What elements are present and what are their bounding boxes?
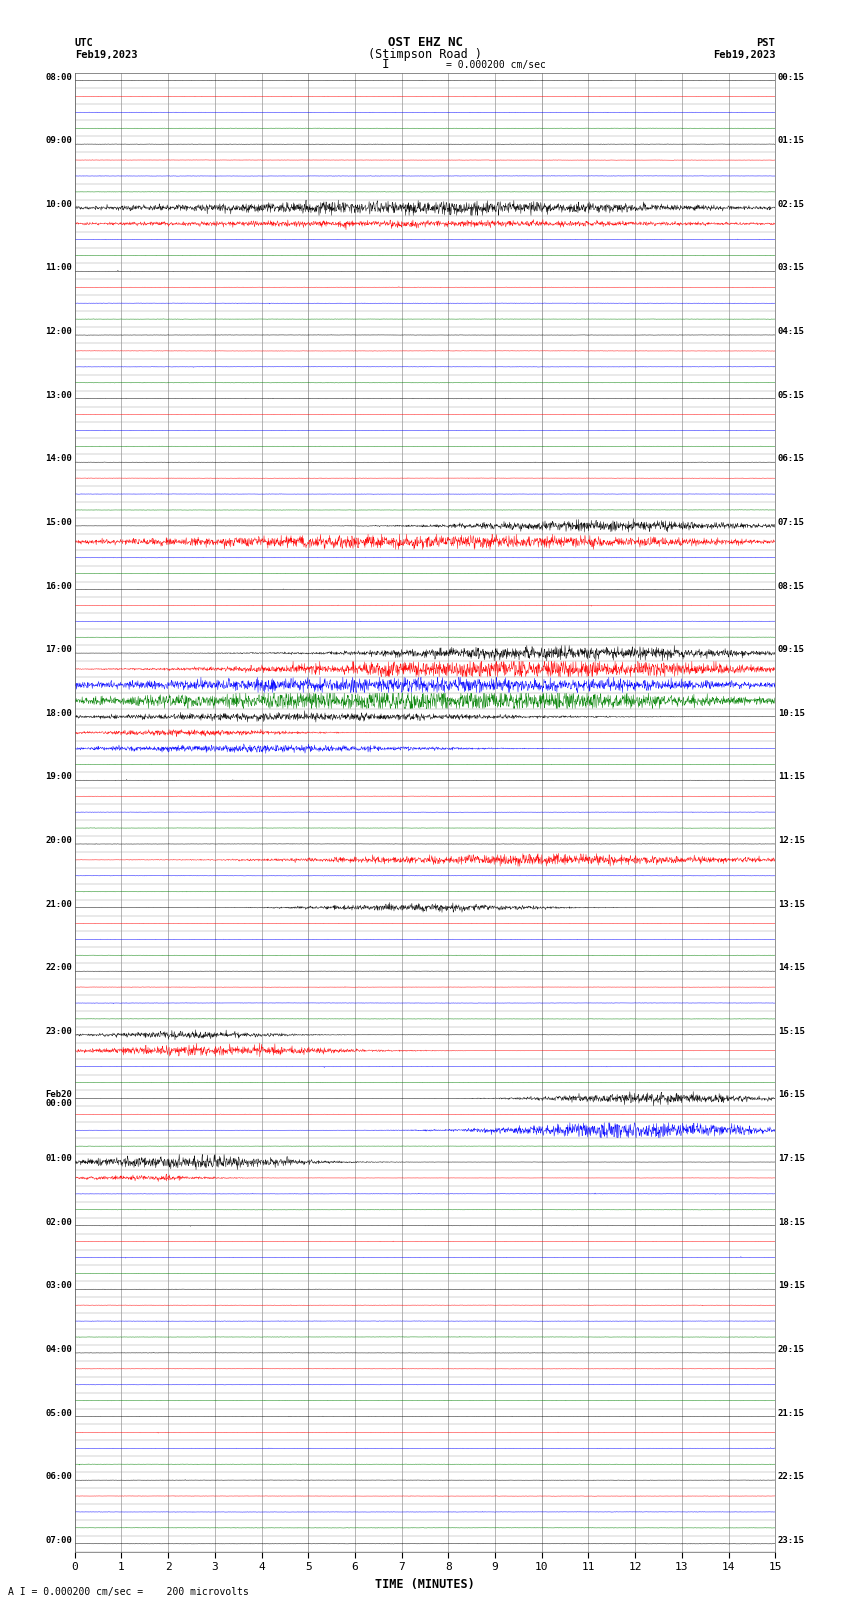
Text: 06:00: 06:00 [45,1473,72,1481]
Text: 05:00: 05:00 [45,1408,72,1418]
Text: 09:15: 09:15 [778,645,805,655]
Text: 08:15: 08:15 [778,582,805,590]
Text: 06:15: 06:15 [778,455,805,463]
Text: PST: PST [756,37,775,48]
Text: 22:00: 22:00 [45,963,72,973]
Text: 13:00: 13:00 [45,390,72,400]
Text: Feb19,2023: Feb19,2023 [75,50,138,60]
Text: 04:00: 04:00 [45,1345,72,1353]
Text: 21:00: 21:00 [45,900,72,908]
Text: 07:15: 07:15 [778,518,805,527]
Text: = 0.000200 cm/sec: = 0.000200 cm/sec [446,60,546,69]
Text: 17:15: 17:15 [778,1153,805,1163]
Text: A I = 0.000200 cm/sec =    200 microvolts: A I = 0.000200 cm/sec = 200 microvolts [8,1587,249,1597]
Text: 23:00: 23:00 [45,1027,72,1036]
Text: (Stimpson Road ): (Stimpson Road ) [368,48,482,61]
Text: UTC: UTC [75,37,94,48]
Text: 00:15: 00:15 [778,73,805,82]
Text: 01:00: 01:00 [45,1153,72,1163]
Text: 02:15: 02:15 [778,200,805,208]
Text: 22:15: 22:15 [778,1473,805,1481]
Text: 12:00: 12:00 [45,327,72,336]
Text: 10:00: 10:00 [45,200,72,208]
Text: Feb19,2023: Feb19,2023 [712,50,775,60]
Text: 12:15: 12:15 [778,836,805,845]
Text: 17:00: 17:00 [45,645,72,655]
Text: 15:00: 15:00 [45,518,72,527]
Text: 14:15: 14:15 [778,963,805,973]
Text: 08:00: 08:00 [45,73,72,82]
Text: 23:15: 23:15 [778,1536,805,1545]
Text: 18:15: 18:15 [778,1218,805,1227]
Text: 13:15: 13:15 [778,900,805,908]
Text: 10:15: 10:15 [778,708,805,718]
X-axis label: TIME (MINUTES): TIME (MINUTES) [375,1578,475,1590]
Text: 20:00: 20:00 [45,836,72,845]
Text: 16:00: 16:00 [45,582,72,590]
Text: 04:15: 04:15 [778,327,805,336]
Text: 15:15: 15:15 [778,1027,805,1036]
Text: 19:15: 19:15 [778,1281,805,1290]
Text: I: I [382,58,388,71]
Text: 01:15: 01:15 [778,135,805,145]
Text: OST EHZ NC: OST EHZ NC [388,35,462,50]
Text: 11:00: 11:00 [45,263,72,273]
Text: 16:15: 16:15 [778,1090,805,1100]
Text: 14:00: 14:00 [45,455,72,463]
Text: 03:15: 03:15 [778,263,805,273]
Text: Feb20: Feb20 [45,1090,72,1100]
Text: 09:00: 09:00 [45,135,72,145]
Text: 05:15: 05:15 [778,390,805,400]
Text: 21:15: 21:15 [778,1408,805,1418]
Text: 07:00: 07:00 [45,1536,72,1545]
Text: 20:15: 20:15 [778,1345,805,1353]
Text: 11:15: 11:15 [778,773,805,781]
Text: 03:00: 03:00 [45,1281,72,1290]
Text: 18:00: 18:00 [45,708,72,718]
Text: 02:00: 02:00 [45,1218,72,1227]
Text: 19:00: 19:00 [45,773,72,781]
Text: 00:00: 00:00 [45,1098,72,1108]
